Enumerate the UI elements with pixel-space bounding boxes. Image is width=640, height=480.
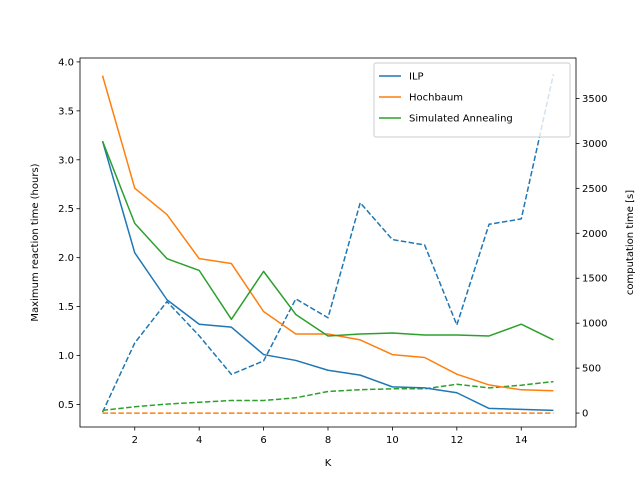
y-tick-label: 4.0 <box>58 57 74 68</box>
y2-tick-label: 3000 <box>582 139 607 150</box>
y-tick-label: 3.5 <box>58 106 74 117</box>
series-line-simulated-annealing-left <box>101 140 554 341</box>
legend-label: ILP <box>409 72 424 83</box>
x-tick-label: 6 <box>260 435 266 446</box>
series-line-hochbaum-left <box>101 75 554 392</box>
y2-tick-label: 0 <box>582 409 588 420</box>
y2-tick-label: 500 <box>582 364 601 375</box>
axes-ticks: 2 4 6 8 10 12 14 0.5 1.0 1.5 2.0 2.5 3.0 3.5 4.0 0 500 10… <box>58 57 607 446</box>
series-layer <box>101 74 555 414</box>
x-tick-label: 12 <box>450 435 463 446</box>
series-line-unnamed-right-dashed <box>102 380 554 412</box>
x-tick-label: 10 <box>386 435 399 446</box>
y-axis-label: Maximum reaction time (hours) <box>30 163 41 321</box>
legend-box <box>373 62 571 138</box>
legend: ILP Hochbaum Simulated Annealing <box>373 62 571 138</box>
y-tick-label: 2.5 <box>58 204 74 215</box>
y2-tick-label: 3500 <box>582 94 607 105</box>
x-axis-label: K <box>325 458 332 469</box>
y2-tick-label: 1000 <box>582 319 607 330</box>
y-tick-label: 3.0 <box>58 155 74 166</box>
legend-label: Simulated Annealing <box>409 114 513 125</box>
x-tick-label: 4 <box>196 435 202 446</box>
x-tick-label: 2 <box>132 435 138 446</box>
y2-axis-label: computation time [s] <box>625 190 636 295</box>
y2-tick-label: 2500 <box>582 184 607 195</box>
x-tick-label: 14 <box>515 435 528 446</box>
y-tick-label: 0.5 <box>58 400 74 411</box>
y-tick-label: 1.5 <box>58 302 74 313</box>
y2-tick-label: 1500 <box>582 274 607 285</box>
x-tick-label: 8 <box>325 435 331 446</box>
series-line-unnamed-right-dashed <box>101 74 555 413</box>
y-tick-label: 1.0 <box>58 351 74 362</box>
legend-label: Hochbaum <box>409 93 463 104</box>
y2-tick-label: 2000 <box>582 229 607 240</box>
plot-frame <box>79 57 577 428</box>
y-tick-label: 2.0 <box>58 253 74 264</box>
series-line-ilp-left <box>101 140 554 412</box>
